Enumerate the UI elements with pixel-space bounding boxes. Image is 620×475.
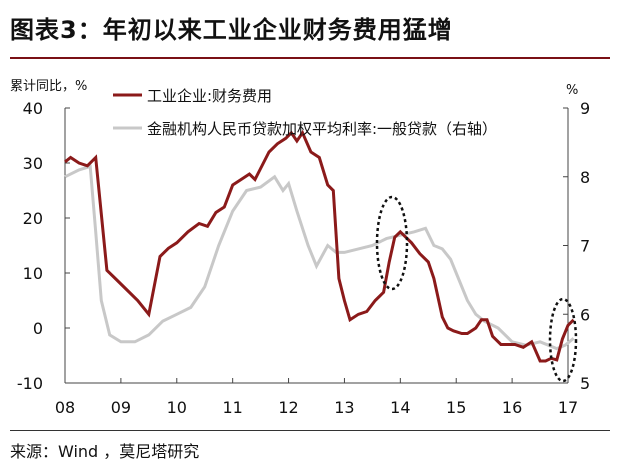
- left-axis-ticks: 40 30 20 10 0 -10: [17, 99, 70, 393]
- left-tick-label: 0: [33, 319, 43, 338]
- x-tick-label: 16: [502, 398, 522, 417]
- right-tick-label: 6: [580, 305, 590, 324]
- left-tick-label: 30: [23, 154, 43, 173]
- left-tick-label: 20: [23, 209, 43, 228]
- right-tick-label: 8: [580, 168, 590, 187]
- legend: 工业企业:财务费用 金融机构人民币贷款加权平均利率:一般贷款（右轴）: [113, 87, 497, 138]
- x-axis-ticks: 08 09 10 11 12 13 14 15 16 17: [55, 378, 578, 417]
- x-tick-label: 17: [558, 398, 578, 417]
- left-axis-unit: 累计同比，%: [10, 79, 87, 94]
- right-tick-label: 5: [580, 374, 590, 393]
- annotation-ellipse-2017: [548, 297, 578, 383]
- x-tick-label: 13: [334, 398, 354, 417]
- right-tick-label: 9: [580, 99, 590, 118]
- x-tick-label: 10: [167, 398, 187, 417]
- annotation-ellipse-2014: [375, 195, 409, 291]
- series-loan-rate-line: [64, 164, 575, 351]
- right-tick-label: 7: [580, 237, 590, 256]
- x-tick-label: 12: [278, 398, 298, 417]
- x-tick-label: 14: [390, 398, 410, 417]
- source-note: 来源：Wind ，莫尼塔研究: [10, 442, 200, 461]
- legend-label-loan-rate: 金融机构人民币贷款加权平均利率:一般贷款（右轴）: [147, 120, 497, 138]
- left-tick-label: 40: [23, 99, 43, 118]
- title-rule: [10, 57, 610, 59]
- x-tick-label: 15: [446, 398, 466, 417]
- x-tick-label: 11: [222, 398, 242, 417]
- chart-title: 图表3：年初以来工业企业财务费用猛增: [10, 16, 453, 44]
- x-tick-label: 08: [55, 398, 75, 417]
- right-axis-unit: %: [566, 83, 578, 98]
- source-rule: [10, 430, 610, 431]
- left-tick-label: -10: [17, 374, 43, 393]
- legend-label-financial-expense: 工业企业:财务费用: [147, 87, 272, 105]
- series-financial-expense-line: [64, 129, 575, 363]
- left-tick-label: 10: [23, 264, 43, 283]
- right-axis-ticks: 9 8 7 6 5: [563, 99, 590, 393]
- x-tick-label: 09: [111, 398, 131, 417]
